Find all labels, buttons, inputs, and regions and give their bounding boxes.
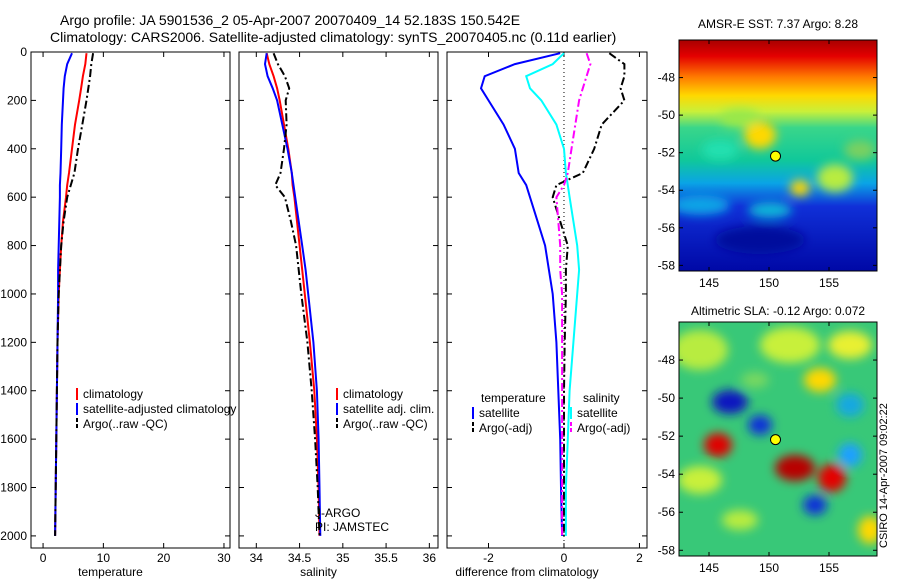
figure-title-line2: Climatology: CARS2006. Satellite-adjuste… — [50, 29, 617, 45]
profile-panel-3: -2 0 2 difference from climatology temperatu… — [446, 51, 648, 579]
plot-frame — [30, 51, 231, 549]
map-title: Altimetric SLA: -0.12 Argo: 0.072 — [691, 304, 865, 318]
x-tick-label: 36 — [423, 551, 437, 565]
x-tick-label: 2 — [636, 551, 643, 565]
legend-label: Argo(..raw -QC) — [343, 417, 428, 431]
series-line — [272, 52, 321, 536]
legend-heading: temperature — [481, 391, 546, 405]
series-line — [524, 52, 581, 536]
map-title: AMSR-E SST: 7.37 Argo: 8.28 — [698, 17, 858, 31]
x-tick-label: 150 — [759, 561, 779, 575]
x-tick-label: 0 — [40, 551, 47, 565]
argo-location-marker — [770, 150, 782, 162]
map-axes-1: AMSR-E SST: 7.37 Argo: 8.28 -48 -50 -52 -54 -… — [658, 17, 877, 290]
legend-label: Argo(..raw -QC) — [83, 417, 168, 431]
argo-location-marker — [770, 434, 782, 446]
timestamp-stamp: CSIRO 14-Apr-2007 09:02:22 — [878, 403, 890, 548]
series-line — [263, 53, 322, 536]
y-tick-label: 1600 — [0, 432, 27, 446]
legend-label: Argo(-adj) — [577, 421, 630, 435]
series-line — [479, 52, 564, 536]
y-tick-label: 200 — [7, 93, 27, 107]
legend-label: climatology — [83, 387, 143, 401]
x-tick-label: 34.5 — [288, 551, 312, 565]
x-tick-label: 20 — [157, 551, 171, 565]
y-tick-label: -50 — [658, 108, 676, 122]
x-tick-label: 145 — [699, 561, 719, 575]
y-tick-label: 1800 — [0, 481, 27, 495]
y-tick-label: 800 — [7, 239, 27, 253]
y-tick-label: -50 — [658, 391, 676, 405]
series-line — [555, 52, 592, 536]
x-axis-label: salinity — [300, 565, 337, 579]
profile-panel-1: 0 200 400 600 800 1000 1200 1400 1600 1800 2000 0 10… — [0, 45, 236, 579]
plot-frame — [238, 51, 439, 549]
x-tick-label: 155 — [819, 561, 839, 575]
y-tick-label: -58 — [658, 543, 676, 557]
x-tick-label: 0 — [561, 551, 568, 565]
x-tick-label: 155 — [819, 276, 839, 290]
y-tick-label: 0 — [20, 45, 27, 59]
x-axis-label: temperature — [78, 565, 143, 579]
figure-title-line1: Argo profile: JA 5901536_2 05-Apr-2007 2… — [60, 12, 521, 28]
y-tick-label: -56 — [658, 505, 676, 519]
x-tick-label: -2 — [483, 551, 494, 565]
legend-label: satellite — [479, 406, 520, 420]
legend-label: satellite — [577, 406, 618, 420]
legend-label: satellite-adjusted climatology — [83, 402, 236, 416]
map-axes-2: Altimetric SLA: -0.12 Argo: 0.072 -48 -50 -… — [658, 304, 877, 575]
y-tick-label: -54 — [658, 183, 676, 197]
y-tick-label: -52 — [658, 146, 676, 160]
legend-label: Argo(-adj) — [479, 421, 532, 435]
x-tick-label: 145 — [699, 276, 719, 290]
sst-map-panel — [678, 39, 878, 272]
annotation-text: J-ARGO — [315, 506, 360, 520]
y-tick-label: 1400 — [0, 384, 27, 398]
y-tick-label: -58 — [658, 258, 676, 272]
series-line — [551, 52, 626, 536]
y-tick-label: 400 — [7, 142, 27, 156]
legend-label: climatology — [343, 387, 403, 401]
x-tick-label: 34 — [250, 551, 264, 565]
annotation-text: PI: JAMSTEC — [315, 520, 389, 534]
x-tick-label: 35.5 — [374, 551, 398, 565]
series-line — [54, 53, 95, 536]
y-tick-label: -54 — [658, 467, 676, 481]
y-tick-label: -48 — [658, 71, 676, 85]
y-tick-label: 1200 — [0, 335, 27, 349]
profile-panel-2: 34 34.5 35 35.5 36 salinity climatologysatelli… — [238, 51, 439, 579]
x-tick-label: 35 — [336, 551, 350, 565]
legend-heading: salinity — [583, 391, 620, 405]
x-tick-label: 30 — [217, 551, 231, 565]
y-tick-label: 1000 — [0, 287, 27, 301]
y-tick-label: 2000 — [0, 529, 27, 543]
plot-frame — [446, 51, 648, 549]
y-tick-label: 600 — [7, 190, 27, 204]
legend-label: satellite adj. clim. — [343, 402, 434, 416]
x-axis-label: difference from climatology — [455, 565, 598, 579]
x-tick-label: 10 — [97, 551, 111, 565]
y-tick-label: -48 — [658, 353, 676, 367]
x-tick-label: 150 — [759, 276, 779, 290]
y-tick-label: -56 — [658, 221, 676, 235]
y-tick-label: -52 — [658, 429, 676, 443]
